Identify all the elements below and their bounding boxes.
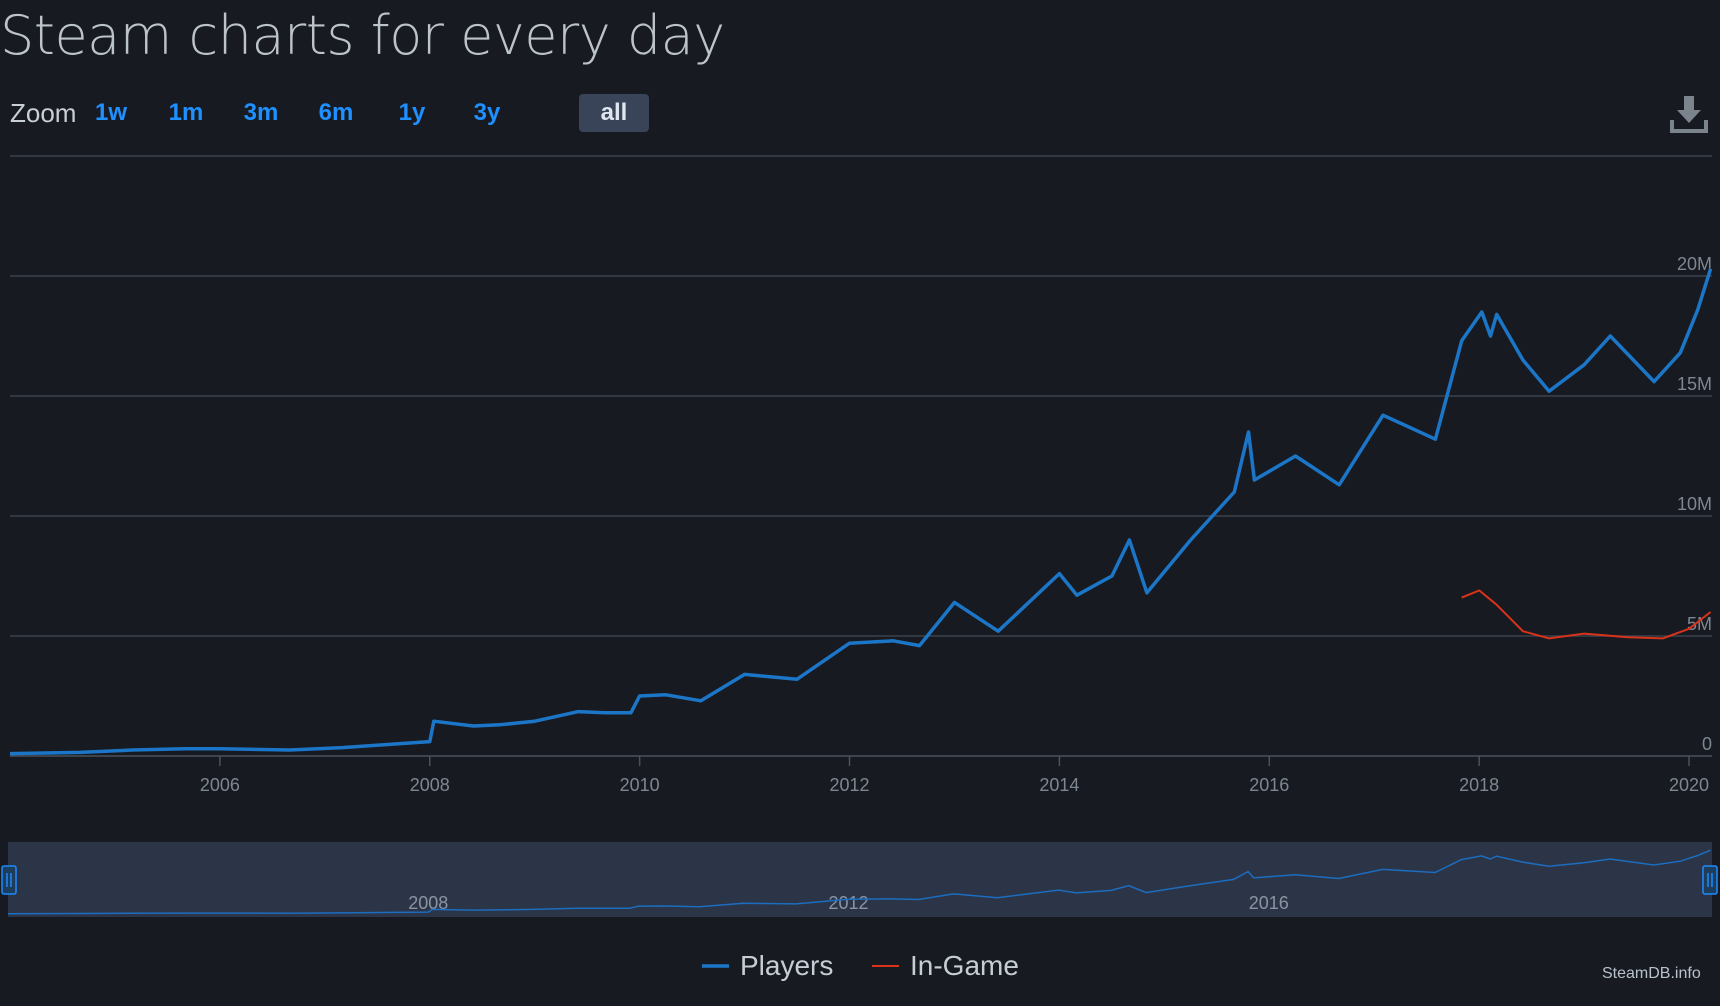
series-line-in-game [1461,589,1712,640]
x-tick-label: 2020 [1669,775,1709,795]
zoom-1m-button[interactable]: 1m [168,99,204,126]
x-tick-label: 2006 [200,775,240,795]
y-tick-label: 0 [1702,734,1712,754]
zoom-6m-button[interactable]: 6m [318,99,354,126]
series-line-players [9,268,1713,756]
y-tick-label: 15M [1677,374,1712,394]
navigator-right-handle[interactable] [1702,865,1718,895]
zoom-3m-button[interactable]: 3m [243,99,279,126]
navigator-year-label: 2016 [1249,893,1289,913]
y-tick-label: 20M [1677,254,1712,274]
navigator-left-handle[interactable] [1,865,17,895]
zoom-label: Zoom [10,98,77,128]
credit-link[interactable]: SteamDB.info [1602,965,1701,982]
zoom-3y-button[interactable]: 3y [473,99,501,126]
legend-item-in-game[interactable]: In-Game [872,950,1019,981]
navigator-year-label: 2012 [828,893,868,913]
y-tick-label: 10M [1677,494,1712,514]
page-title: Steam charts for every day [0,4,725,67]
x-tick-label: 2014 [1039,775,1079,795]
navigator[interactable]: 2008 2012 2016 [1,842,1718,917]
navigator-series-line [7,849,1711,915]
zoom-all-button[interactable]: all [579,94,649,132]
legend-label-in-game: In-Game [910,950,1019,981]
download-icon[interactable] [1670,94,1708,134]
x-tick-label: 2016 [1249,775,1289,795]
x-tick-label: 2012 [830,775,870,795]
y-tick-label: 5M [1687,614,1712,634]
legend: Players In-Game [702,950,1019,981]
navigator-year-label: 2008 [408,893,448,913]
x-tick-label: 2008 [410,775,450,795]
legend-item-players[interactable]: Players [702,950,833,981]
x-tick-label: 2018 [1459,775,1499,795]
zoom-1w-button[interactable]: 1w [94,99,127,126]
zoom-1y-button[interactable]: 1y [398,99,426,126]
legend-label-players: Players [740,950,833,981]
navigator-background [8,842,1712,917]
x-tick-label: 2010 [620,775,660,795]
